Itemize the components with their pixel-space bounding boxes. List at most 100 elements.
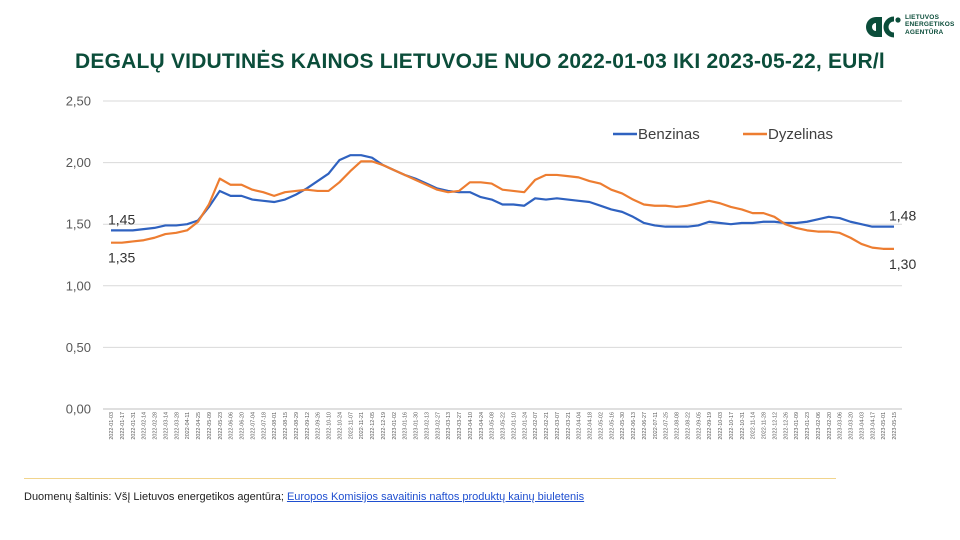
series-lines <box>111 154 894 250</box>
x-tick-label: 2022-05-30 <box>620 412 626 440</box>
x-tick-label: 2022-12-12 <box>772 412 778 440</box>
x-tick-label: 2022-12-05 <box>370 412 376 440</box>
data-label: 1,30 <box>889 256 916 272</box>
y-tick-label: 1,00 <box>66 278 91 293</box>
x-tick-label: 2023-01-16 <box>403 412 409 440</box>
x-tick-label: 2022-01-24 <box>522 412 528 440</box>
x-tick-label: 2022-10-31 <box>740 412 746 440</box>
x-tick-label: 2023-02-27 <box>435 412 441 440</box>
legend: Benzinas Dyzelinas <box>613 126 833 143</box>
x-tick-label: 2022-08-22 <box>685 412 691 440</box>
x-tick-label: 2022-11-28 <box>762 412 768 439</box>
x-tick-label: 2022-11-14 <box>751 412 757 439</box>
logo-line: ENERGETIKOS <box>905 21 955 29</box>
x-tick-label: 2022-08-29 <box>294 412 300 440</box>
data-label: 1,48 <box>889 208 916 224</box>
x-tick-label: 2022-10-17 <box>729 412 735 440</box>
x-tick-label: 2022-01-10 <box>511 412 517 440</box>
data-label: 1,35 <box>108 250 135 266</box>
x-tick-label: 2022-06-06 <box>229 412 235 440</box>
y-tick-label: 2,50 <box>66 94 91 109</box>
logo-line: LIETUVOS <box>905 14 940 21</box>
x-tick-label: 2022-02-21 <box>544 412 550 440</box>
x-tick-label: 2022-12-26 <box>783 412 789 440</box>
y-tick-label: 2,00 <box>66 155 91 170</box>
x-tick-label: 2022-05-16 <box>609 412 615 440</box>
x-tick-label: 2022-07-04 <box>250 412 256 440</box>
y-axis-ticks: 0,00 0,50 1,00 1,50 2,00 2,50 <box>66 94 91 417</box>
footer-divider <box>24 478 836 479</box>
x-tick-label: 2022-10-24 <box>337 412 343 440</box>
x-tick-label: 2022-07-11 <box>653 412 659 439</box>
x-tick-label: 2022-07-25 <box>664 412 670 440</box>
x-tick-label: 2022-02-07 <box>533 412 539 440</box>
x-tick-label: 2022-05-02 <box>598 412 604 440</box>
x-tick-label: 2022-10-10 <box>327 412 333 440</box>
x-tick-label: 2022-06-27 <box>642 412 648 440</box>
x-tick-label: 2023-03-20 <box>849 412 855 440</box>
source-prefix: Duomenų šaltinis: VšĮ Lietuvos energetik… <box>24 491 287 503</box>
x-tick-label: 2022-02-28 <box>153 412 159 440</box>
lea-logo-icon <box>866 16 901 38</box>
x-tick-label: 2023-03-06 <box>838 412 844 440</box>
x-tick-label: 2023-05-08 <box>490 412 496 440</box>
legend-label: Dyzelinas <box>768 126 833 143</box>
series-line-dyzelinas <box>111 160 894 250</box>
x-tick-label: 2022-12-19 <box>381 412 387 440</box>
x-tick-label: 2023-02-06 <box>816 412 822 440</box>
series-line-benzinas <box>111 154 894 232</box>
x-tick-label: 2022-08-01 <box>272 412 278 440</box>
x-tick-label: 2022-04-18 <box>588 412 594 440</box>
x-tick-label: 2023-02-13 <box>424 412 430 440</box>
x-tick-label: 2022-09-26 <box>316 412 322 440</box>
x-tick-label: 2022-03-07 <box>555 412 561 440</box>
x-tick-label: 2023-05-15 <box>892 412 898 440</box>
x-tick-label: 2023-02-20 <box>827 412 833 440</box>
x-tick-label: 2023-01-23 <box>805 412 811 440</box>
x-tick-label: 2023-03-13 <box>446 412 452 440</box>
x-tick-label: 2023-04-03 <box>859 412 865 440</box>
data-label: 1,45 <box>108 211 135 227</box>
x-tick-label: 2022-07-18 <box>261 412 267 440</box>
x-tick-label: 2022-01-03 <box>109 412 115 440</box>
logo-text: LIETUVOS ENERGETIKOS AGENTŪRA <box>905 14 955 36</box>
x-tick-label: 2023-01-09 <box>794 412 800 440</box>
y-tick-label: 0,00 <box>66 402 91 417</box>
x-tick-label: 2022-11-21 <box>359 412 365 439</box>
source-note: Duomenų šaltinis: VšĮ Lietuvos energetik… <box>24 491 584 503</box>
x-tick-label: 2023-03-27 <box>457 412 463 440</box>
x-tick-label: 2022-04-04 <box>577 412 583 440</box>
logo: LIETUVOS ENERGETIKOS AGENTŪRA <box>862 12 955 42</box>
annotations: 1,45 1,35 1,48 1,30 <box>108 208 916 272</box>
x-tick-label: 2022-09-05 <box>696 412 702 440</box>
x-tick-label: 2022-06-13 <box>631 412 637 440</box>
source-link[interactable]: Europos Komisijos savaitinis naftos prod… <box>286 491 585 503</box>
x-tick-label: 2022-04-25 <box>196 412 202 440</box>
x-tick-label: 2022-10-03 <box>718 412 724 440</box>
x-tick-label: 2023-04-10 <box>468 412 474 440</box>
x-tick-label: 2022-01-17 <box>120 412 126 440</box>
x-tick-label: 2023-05-22 <box>501 412 507 440</box>
x-tick-label: 2022-08-08 <box>675 412 681 440</box>
x-tick-label: 2022-08-15 <box>283 412 289 440</box>
x-tick-label: 2022-02-14 <box>142 412 148 440</box>
x-axis-ticks: 2022-01-03 2022-01-17 2022-01-31 2022-02-14… <box>109 412 898 440</box>
y-tick-label: 1,50 <box>66 217 91 232</box>
fuel-price-chart: 0,000,501,001,502,002,50 2022-01-03 2022-… <box>66 94 917 440</box>
x-tick-label: 2023-01-30 <box>414 412 420 440</box>
y-tick-label: 0,50 <box>66 340 91 355</box>
x-tick-label: 2022-05-09 <box>207 412 213 440</box>
gridlines <box>103 100 902 410</box>
x-tick-label: 2022-05-23 <box>218 412 224 440</box>
x-tick-label: 2022-09-12 <box>305 412 311 440</box>
x-tick-label: 2022-09-19 <box>707 412 713 440</box>
x-tick-label: 2022-04-11 <box>185 412 191 439</box>
x-tick-label: 2023-05-01 <box>881 412 887 440</box>
x-tick-label: 2022-06-20 <box>240 412 246 440</box>
chart-title: DEGALŲ VIDUTINĖS KAINOS LIETUVOJE NUO 20… <box>75 50 885 73</box>
x-tick-label: 2022-03-21 <box>566 412 572 440</box>
x-tick-label: 2022-03-28 <box>174 412 180 440</box>
x-tick-label: 2023-01-02 <box>392 412 398 440</box>
x-tick-label: 2023-04-17 <box>870 412 876 440</box>
x-tick-label: 2022-01-31 <box>131 412 137 440</box>
